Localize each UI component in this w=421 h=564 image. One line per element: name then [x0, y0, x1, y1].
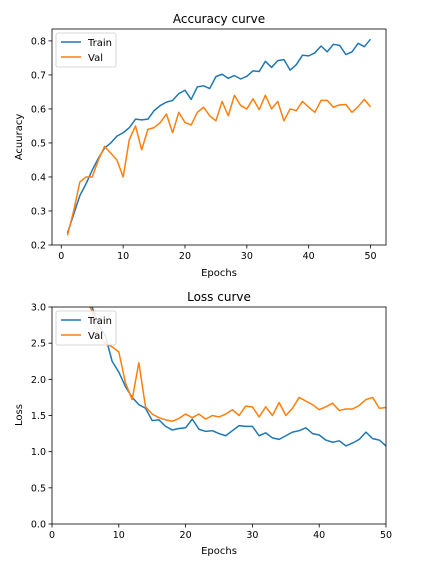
accuracy-line-train: [66, 38, 372, 234]
loss-legend-train-label: Train: [87, 316, 112, 327]
accuracy-y-ticks: 0.2 0.3 0.4 0.5 0.6 0.7 0.8: [31, 36, 52, 252]
loss-x-tick-label: 30: [246, 530, 258, 541]
loss-y-tick-label: 3.0: [31, 303, 46, 314]
accuracy-y-tick-label: 0.2: [31, 241, 46, 252]
loss-y-tick-label: 1.0: [31, 447, 46, 458]
accuracy-x-axis-label: Epochs: [201, 268, 237, 279]
loss-x-ticks: 0 10 20 30 40 50: [49, 524, 392, 541]
loss-x-tick-label: 20: [180, 530, 192, 541]
accuracy-y-tick-label: 0.3: [31, 206, 46, 217]
loss-x-axis-label: Epochs: [201, 546, 237, 557]
accuracy-y-tick-label: 0.4: [31, 172, 46, 183]
loss-y-axis-label: Loss: [14, 404, 25, 426]
loss-legend: Train Val: [55, 310, 117, 346]
accuracy-y-tick-label: 0.8: [31, 36, 46, 47]
accuracy-y-tick-label: 0.6: [31, 104, 46, 115]
accuracy-x-ticks: 0 10 20 30 40 50: [58, 245, 377, 262]
loss-x-tick-label: 50: [380, 530, 392, 541]
accuracy-series-group: [66, 38, 372, 236]
accuracy-y-axis-label: Acuuracy: [14, 114, 25, 161]
loss-legend-val-label: Val: [88, 331, 103, 342]
loss-x-tick-label: 0: [49, 530, 55, 541]
accuracy-x-tick-label: 30: [241, 251, 253, 262]
accuracy-x-tick-label: 0: [58, 251, 64, 262]
accuracy-x-tick-label: 20: [179, 251, 191, 262]
accuracy-x-tick-label: 50: [364, 251, 376, 262]
loss-y-tick-label: 1.5: [31, 411, 46, 422]
accuracy-legend: Train Val: [55, 32, 117, 68]
loss-line-val: [88, 307, 386, 423]
loss-x-tick-label: 40: [313, 530, 325, 541]
accuracy-y-tick-label: 0.5: [31, 138, 46, 149]
accuracy-legend-train-label: Train: [87, 38, 112, 49]
loss-series-group: [88, 307, 386, 447]
loss-y-ticks: 0.0 0.5 1.0 1.5 2.0 2.5 3.0: [31, 303, 52, 531]
accuracy-x-tick-label: 10: [117, 251, 129, 262]
loss-y-tick-label: 0.5: [31, 483, 46, 494]
loss-y-tick-label: 2.0: [31, 375, 46, 386]
loss-y-tick-label: 0.0: [31, 520, 46, 531]
accuracy-y-tick-label: 0.7: [31, 70, 46, 81]
loss-x-tick-label: 10: [113, 530, 125, 541]
accuracy-x-tick-label: 40: [303, 251, 315, 262]
accuracy-plot-frame: [51, 28, 387, 246]
accuracy-chart-title: Accuracy curve: [173, 12, 265, 26]
accuracy-chart: Accuracy curve 0 10 20 30 40 50 0.20.30.40.50…: [14, 12, 387, 279]
loss-chart: Loss curve 0 10 20 30 40 50 0.0 0.5 1.0 1.5 2.0 2.…: [14, 290, 392, 557]
loss-chart-title: Loss curve: [187, 290, 251, 304]
loss-line-train: [91, 307, 386, 447]
accuracy-legend-val-label: Val: [88, 53, 103, 64]
accuracy-line-val: [66, 94, 372, 236]
loss-y-tick-label: 2.5: [31, 339, 46, 350]
